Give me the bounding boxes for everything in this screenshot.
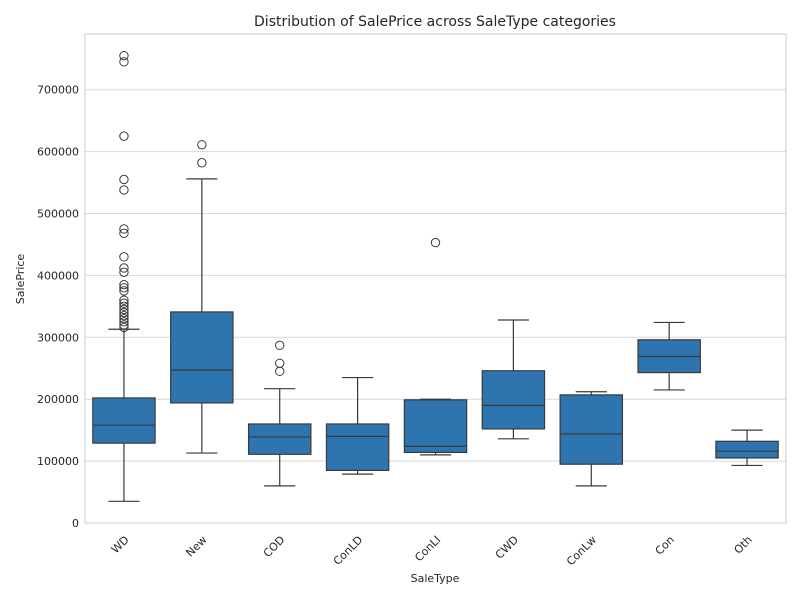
box-group-conlw (559, 391, 624, 487)
y-tick-label: 500000 (37, 208, 79, 221)
outlier-point (119, 50, 129, 61)
outlier-point (275, 340, 285, 351)
outlier-point (119, 263, 129, 273)
box-iqr (403, 399, 468, 454)
box-iqr (559, 394, 624, 465)
box-group-conli (403, 237, 468, 456)
outlier-point (119, 279, 129, 290)
outlier-point (197, 140, 207, 150)
box-iqr (715, 440, 779, 459)
outlier-point (119, 224, 129, 234)
outlier-point (119, 307, 129, 318)
outlier-point (430, 237, 441, 248)
outlier-point (119, 301, 129, 312)
outlier-point (119, 317, 129, 327)
outlier-point (119, 131, 129, 141)
outlier-point (119, 304, 129, 315)
x-axis-label: SaleType (411, 572, 460, 585)
outlier-point (119, 320, 129, 330)
outlier-point (119, 298, 129, 308)
box-iqr (247, 423, 312, 455)
y-tick-label: 0 (72, 517, 79, 530)
y-tick-label: 400000 (37, 269, 79, 282)
outlier-point (119, 310, 129, 321)
y-tick-label: 300000 (37, 331, 79, 344)
outlier-point (119, 267, 129, 278)
outlier-point (119, 228, 129, 239)
box-group-cwd (481, 319, 546, 440)
y-tick-label: 200000 (37, 393, 79, 406)
box-group-oth (715, 429, 779, 467)
chart-title: Distribution of SalePrice across SaleTyp… (254, 14, 616, 30)
outlier-point (119, 185, 129, 195)
outlier-point (119, 286, 129, 296)
plot-frame (84, 33, 787, 524)
outlier-point (197, 158, 207, 168)
box-iqr (481, 370, 546, 430)
box-group-new (170, 140, 234, 454)
boxes-layer (92, 50, 779, 502)
box-iqr (170, 311, 234, 404)
outlier-point (119, 252, 129, 262)
outlier-point (119, 283, 129, 293)
outlier-point (275, 366, 285, 377)
y-axis-ticks: 0 100000 200000 300000 400000 500000 600000 700… (37, 84, 79, 530)
box-iqr (325, 423, 390, 471)
y-axis-label: SalePrice (14, 254, 27, 305)
box-group-cod (247, 340, 312, 487)
outlier-point (119, 57, 129, 67)
y-tick-label: 700000 (37, 84, 79, 97)
outlier-point (119, 295, 129, 305)
outlier-point (119, 322, 129, 333)
y-tick-label: 600000 (37, 146, 79, 159)
box-group-con (637, 321, 701, 391)
outlier-point (119, 174, 129, 185)
box-group-wd (92, 50, 156, 502)
box-group-conld (325, 376, 390, 475)
y-tick-label: 100000 (37, 455, 79, 468)
box-iqr (92, 397, 156, 444)
